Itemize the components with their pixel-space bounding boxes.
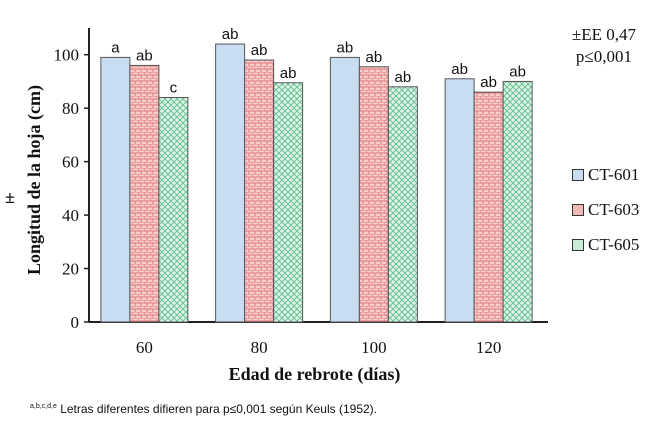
data-label: ab: [280, 65, 297, 82]
footnote-text: Letras diferentes difieren para p≤0,001 …: [60, 402, 377, 416]
y-axis-prefix: ±: [5, 187, 15, 207]
legend-item-ct601: CT-601: [572, 164, 639, 185]
bar-ct-603-100: [358, 66, 389, 323]
x-tick-label: 60: [136, 338, 153, 357]
legend: CT-601 CT-603 CT-605: [572, 164, 639, 269]
x-tick-label: 80: [251, 338, 268, 357]
bar-ct-601-60: [100, 56, 131, 323]
legend-swatch-ct603: [572, 203, 584, 216]
data-label: ab: [251, 42, 268, 59]
x-axis-title: Edad de rebrote (días): [229, 364, 401, 385]
x-tick-label: 120: [476, 338, 502, 357]
bar-ct-603-80: [244, 59, 275, 323]
bar-ct-603-60: [129, 64, 160, 323]
bar-ct-605-100: [387, 86, 418, 323]
legend-label-ct601: CT-601: [588, 164, 640, 184]
stats-annotation: ±EE 0,47 p≤0,001: [572, 24, 636, 68]
legend-label-ct605: CT-605: [588, 234, 640, 254]
data-label: ab: [337, 39, 354, 56]
bar-ct-601-80: [215, 43, 246, 323]
y-tick-label: 100: [54, 46, 80, 65]
legend-swatch-ct601: [572, 168, 584, 181]
data-label: ab: [395, 69, 412, 86]
legend-item-ct603: CT-603: [572, 199, 639, 220]
bar-ct-605-120: [502, 80, 533, 323]
bar-ct-605-80: [273, 82, 304, 323]
x-tick-label: 100: [361, 338, 387, 357]
y-tick-label: 80: [62, 99, 79, 118]
legend-item-ct605: CT-605: [572, 234, 639, 255]
y-tick-label: 0: [71, 313, 80, 332]
y-axis-title: Longitud de la hoja (cm): [24, 85, 45, 275]
data-label: ab: [480, 74, 497, 91]
data-label: ab: [451, 61, 468, 78]
data-label: ab: [136, 47, 153, 64]
bar-ct-601-120: [444, 78, 475, 323]
y-tick-label: 60: [62, 153, 79, 172]
footnote: a,b,c,d,e Letras diferentes difieren par…: [30, 402, 377, 416]
data-label: ab: [509, 63, 526, 80]
data-label: c: [170, 79, 178, 96]
legend-label-ct603: CT-603: [588, 199, 640, 219]
stats-line-p: p≤0,001: [575, 47, 632, 66]
data-label: ab: [222, 26, 239, 43]
data-label: ab: [366, 49, 383, 66]
footnote-superscript: a,b,c,d,e: [30, 403, 57, 410]
y-tick-label: 20: [62, 260, 79, 279]
stats-line-se: ±EE 0,47: [571, 25, 636, 44]
data-label: a: [111, 39, 120, 56]
y-tick-label: 40: [62, 206, 79, 225]
bar-ct-603-120: [473, 91, 504, 323]
bar-ct-605-60: [158, 96, 189, 323]
legend-swatch-ct605: [572, 238, 584, 251]
bar-ct-601-100: [329, 56, 360, 323]
